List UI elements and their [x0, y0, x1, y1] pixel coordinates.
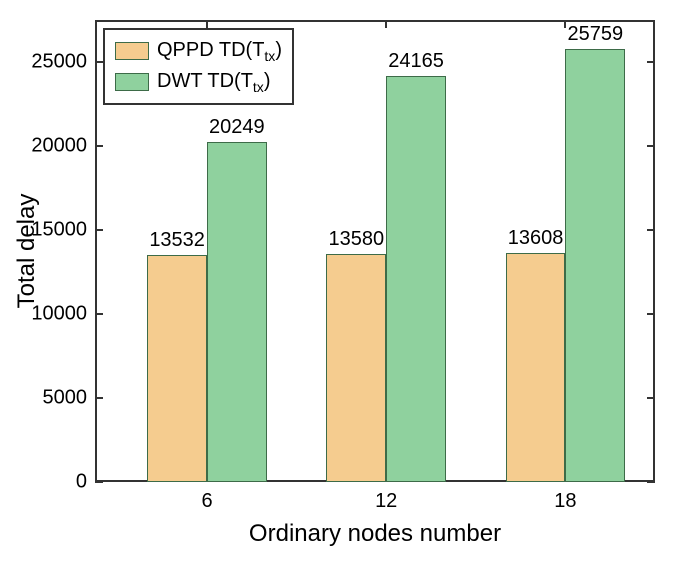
bar-value-label: 25759: [567, 23, 623, 46]
y-tick-label: 15000: [31, 219, 87, 242]
bar: [207, 142, 267, 482]
legend-item: DWT TD(Ttx): [115, 67, 282, 98]
y-tick-label: 0: [76, 471, 87, 494]
legend-label: QPPD TD(Ttx): [157, 36, 282, 67]
bar: [326, 254, 386, 482]
y-tick: [95, 61, 103, 63]
y-tick: [647, 481, 655, 483]
legend: QPPD TD(Ttx)DWT TD(Ttx): [103, 28, 294, 105]
y-tick: [95, 397, 103, 399]
bar-value-label: 20249: [209, 116, 265, 139]
x-tick: [206, 20, 208, 28]
y-tick: [95, 145, 103, 147]
bar: [565, 49, 625, 482]
x-tick-label: 12: [375, 490, 397, 513]
x-tick: [385, 20, 387, 28]
y-tick: [95, 481, 103, 483]
y-tick-label: 25000: [31, 51, 87, 74]
y-tick: [647, 397, 655, 399]
x-tick-label: 6: [201, 490, 212, 513]
y-tick: [95, 229, 103, 231]
legend-item: QPPD TD(Ttx): [115, 36, 282, 67]
y-tick: [95, 313, 103, 315]
legend-swatch: [115, 42, 149, 60]
x-tick: [564, 20, 566, 28]
bar-value-label: 13580: [329, 228, 385, 251]
bar-value-label: 13532: [149, 229, 205, 252]
bar: [506, 253, 566, 482]
legend-swatch: [115, 73, 149, 91]
x-axis-label: Ordinary nodes number: [249, 520, 501, 548]
y-tick-label: 5000: [43, 387, 88, 410]
bar-value-label: 13608: [508, 227, 564, 250]
y-tick-label: 10000: [31, 303, 87, 326]
bar: [147, 255, 207, 482]
y-tick: [647, 229, 655, 231]
y-tick-label: 20000: [31, 135, 87, 158]
y-tick: [647, 61, 655, 63]
bar: [386, 76, 446, 482]
legend-label: DWT TD(Ttx): [157, 67, 270, 98]
y-tick: [647, 145, 655, 147]
y-axis-label: Total delay: [13, 194, 41, 309]
y-tick: [647, 313, 655, 315]
x-tick-label: 18: [554, 490, 576, 513]
chart-figure: Total delay Ordinary nodes number QPPD T…: [0, 0, 685, 562]
bar-value-label: 24165: [388, 50, 444, 73]
